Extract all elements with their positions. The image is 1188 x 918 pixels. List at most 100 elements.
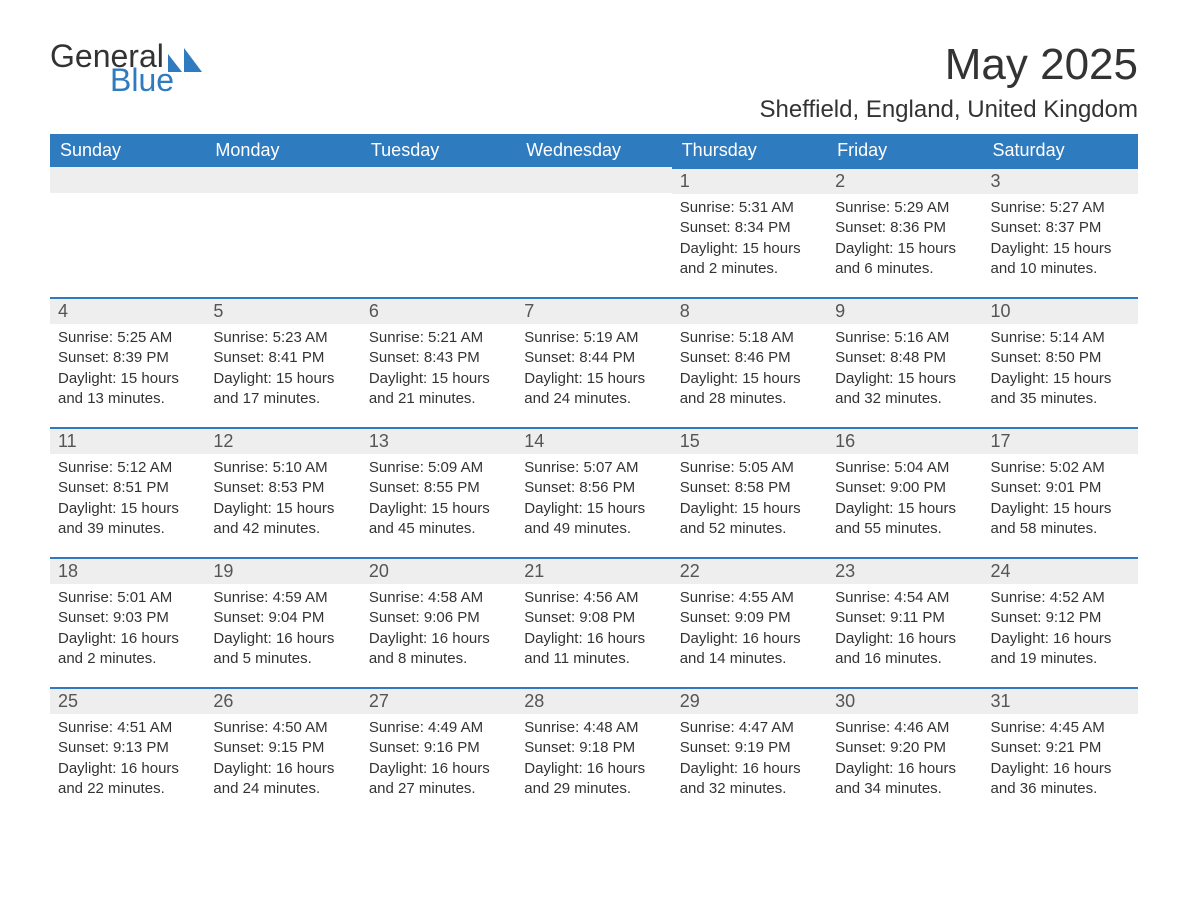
- calendar-cell: 28Sunrise: 4:48 AMSunset: 9:18 PMDayligh…: [516, 687, 671, 817]
- day-daylight1: Daylight: 16 hours: [991, 629, 1130, 649]
- calendar-body: 1Sunrise: 5:31 AMSunset: 8:34 PMDaylight…: [50, 167, 1138, 817]
- day-daylight2: and 16 minutes.: [835, 649, 974, 669]
- day-daylight1: Daylight: 15 hours: [991, 239, 1130, 259]
- calendar-cell: 31Sunrise: 4:45 AMSunset: 9:21 PMDayligh…: [983, 687, 1138, 817]
- day-content: Sunrise: 4:56 AMSunset: 9:08 PMDaylight:…: [516, 584, 671, 677]
- day-daylight2: and 24 minutes.: [213, 779, 352, 799]
- day-number: 18: [50, 557, 205, 584]
- calendar-week-row: 11Sunrise: 5:12 AMSunset: 8:51 PMDayligh…: [50, 427, 1138, 557]
- calendar-table: Sunday Monday Tuesday Wednesday Thursday…: [50, 134, 1138, 817]
- day-sunrise: Sunrise: 4:55 AM: [680, 588, 819, 608]
- day-number: 29: [672, 687, 827, 714]
- day-content: Sunrise: 5:14 AMSunset: 8:50 PMDaylight:…: [983, 324, 1138, 417]
- calendar-cell: [516, 167, 671, 297]
- day-sunrise: Sunrise: 5:18 AM: [680, 328, 819, 348]
- calendar-cell: 20Sunrise: 4:58 AMSunset: 9:06 PMDayligh…: [361, 557, 516, 687]
- calendar-cell: 6Sunrise: 5:21 AMSunset: 8:43 PMDaylight…: [361, 297, 516, 427]
- day-number: 15: [672, 427, 827, 454]
- day-content: Sunrise: 5:10 AMSunset: 8:53 PMDaylight:…: [205, 454, 360, 547]
- day-sunset: Sunset: 9:04 PM: [213, 608, 352, 628]
- day-content: Sunrise: 4:59 AMSunset: 9:04 PMDaylight:…: [205, 584, 360, 677]
- day-sunset: Sunset: 8:53 PM: [213, 478, 352, 498]
- day-daylight1: Daylight: 16 hours: [680, 759, 819, 779]
- day-daylight1: Daylight: 15 hours: [991, 369, 1130, 389]
- day-daylight2: and 2 minutes.: [58, 649, 197, 669]
- day-number: 12: [205, 427, 360, 454]
- calendar-cell: 4Sunrise: 5:25 AMSunset: 8:39 PMDaylight…: [50, 297, 205, 427]
- day-sunset: Sunset: 8:56 PM: [524, 478, 663, 498]
- day-sunset: Sunset: 9:00 PM: [835, 478, 974, 498]
- day-content: Sunrise: 4:51 AMSunset: 9:13 PMDaylight:…: [50, 714, 205, 807]
- day-daylight2: and 58 minutes.: [991, 519, 1130, 539]
- day-sunrise: Sunrise: 4:54 AM: [835, 588, 974, 608]
- day-sunrise: Sunrise: 5:19 AM: [524, 328, 663, 348]
- weekday-header: Thursday: [672, 134, 827, 167]
- day-sunrise: Sunrise: 5:25 AM: [58, 328, 197, 348]
- weekday-header: Friday: [827, 134, 982, 167]
- day-sunrise: Sunrise: 5:21 AM: [369, 328, 508, 348]
- day-daylight2: and 29 minutes.: [524, 779, 663, 799]
- day-sunrise: Sunrise: 5:10 AM: [213, 458, 352, 478]
- day-sunset: Sunset: 8:39 PM: [58, 348, 197, 368]
- day-sunrise: Sunrise: 5:29 AM: [835, 198, 974, 218]
- day-content: Sunrise: 5:04 AMSunset: 9:00 PMDaylight:…: [827, 454, 982, 547]
- day-number: 24: [983, 557, 1138, 584]
- day-daylight1: Daylight: 16 hours: [58, 759, 197, 779]
- day-sunrise: Sunrise: 5:02 AM: [991, 458, 1130, 478]
- calendar-cell: 18Sunrise: 5:01 AMSunset: 9:03 PMDayligh…: [50, 557, 205, 687]
- calendar-cell: 7Sunrise: 5:19 AMSunset: 8:44 PMDaylight…: [516, 297, 671, 427]
- day-number: 11: [50, 427, 205, 454]
- day-content: Sunrise: 5:31 AMSunset: 8:34 PMDaylight:…: [672, 194, 827, 287]
- day-sunrise: Sunrise: 5:04 AM: [835, 458, 974, 478]
- day-daylight1: Daylight: 16 hours: [213, 629, 352, 649]
- calendar-cell: 24Sunrise: 4:52 AMSunset: 9:12 PMDayligh…: [983, 557, 1138, 687]
- day-daylight2: and 19 minutes.: [991, 649, 1130, 669]
- day-content: Sunrise: 4:58 AMSunset: 9:06 PMDaylight:…: [361, 584, 516, 677]
- weekday-header: Wednesday: [516, 134, 671, 167]
- day-number: 20: [361, 557, 516, 584]
- day-daylight2: and 55 minutes.: [835, 519, 974, 539]
- day-sunrise: Sunrise: 4:45 AM: [991, 718, 1130, 738]
- day-sunset: Sunset: 8:51 PM: [58, 478, 197, 498]
- day-content: Sunrise: 5:25 AMSunset: 8:39 PMDaylight:…: [50, 324, 205, 417]
- day-daylight1: Daylight: 16 hours: [524, 629, 663, 649]
- calendar-cell: 14Sunrise: 5:07 AMSunset: 8:56 PMDayligh…: [516, 427, 671, 557]
- day-sunset: Sunset: 9:06 PM: [369, 608, 508, 628]
- day-sunset: Sunset: 8:41 PM: [213, 348, 352, 368]
- day-daylight2: and 17 minutes.: [213, 389, 352, 409]
- day-sunrise: Sunrise: 4:50 AM: [213, 718, 352, 738]
- day-sunset: Sunset: 9:18 PM: [524, 738, 663, 758]
- day-daylight2: and 49 minutes.: [524, 519, 663, 539]
- day-daylight2: and 10 minutes.: [991, 259, 1130, 279]
- day-number: 10: [983, 297, 1138, 324]
- calendar-cell: 15Sunrise: 5:05 AMSunset: 8:58 PMDayligh…: [672, 427, 827, 557]
- day-daylight2: and 39 minutes.: [58, 519, 197, 539]
- day-sunset: Sunset: 8:34 PM: [680, 218, 819, 238]
- day-sunset: Sunset: 8:55 PM: [369, 478, 508, 498]
- day-sunset: Sunset: 8:58 PM: [680, 478, 819, 498]
- day-number-empty: [50, 167, 205, 193]
- day-daylight2: and 24 minutes.: [524, 389, 663, 409]
- day-sunrise: Sunrise: 5:05 AM: [680, 458, 819, 478]
- day-number-empty: [361, 167, 516, 193]
- day-daylight2: and 13 minutes.: [58, 389, 197, 409]
- day-daylight2: and 32 minutes.: [835, 389, 974, 409]
- day-daylight1: Daylight: 15 hours: [213, 369, 352, 389]
- calendar-cell: 11Sunrise: 5:12 AMSunset: 8:51 PMDayligh…: [50, 427, 205, 557]
- day-content: Sunrise: 5:18 AMSunset: 8:46 PMDaylight:…: [672, 324, 827, 417]
- calendar-cell: 22Sunrise: 4:55 AMSunset: 9:09 PMDayligh…: [672, 557, 827, 687]
- day-content: Sunrise: 5:29 AMSunset: 8:36 PMDaylight:…: [827, 194, 982, 287]
- day-sunrise: Sunrise: 4:49 AM: [369, 718, 508, 738]
- day-daylight1: Daylight: 15 hours: [835, 239, 974, 259]
- calendar-header-row: Sunday Monday Tuesday Wednesday Thursday…: [50, 134, 1138, 167]
- calendar-cell: 30Sunrise: 4:46 AMSunset: 9:20 PMDayligh…: [827, 687, 982, 817]
- day-sunrise: Sunrise: 5:09 AM: [369, 458, 508, 478]
- day-content: Sunrise: 4:45 AMSunset: 9:21 PMDaylight:…: [983, 714, 1138, 807]
- day-number: 21: [516, 557, 671, 584]
- calendar-week-row: 4Sunrise: 5:25 AMSunset: 8:39 PMDaylight…: [50, 297, 1138, 427]
- calendar-cell: 12Sunrise: 5:10 AMSunset: 8:53 PMDayligh…: [205, 427, 360, 557]
- day-number: 28: [516, 687, 671, 714]
- calendar-cell: 23Sunrise: 4:54 AMSunset: 9:11 PMDayligh…: [827, 557, 982, 687]
- day-number: 19: [205, 557, 360, 584]
- day-daylight2: and 2 minutes.: [680, 259, 819, 279]
